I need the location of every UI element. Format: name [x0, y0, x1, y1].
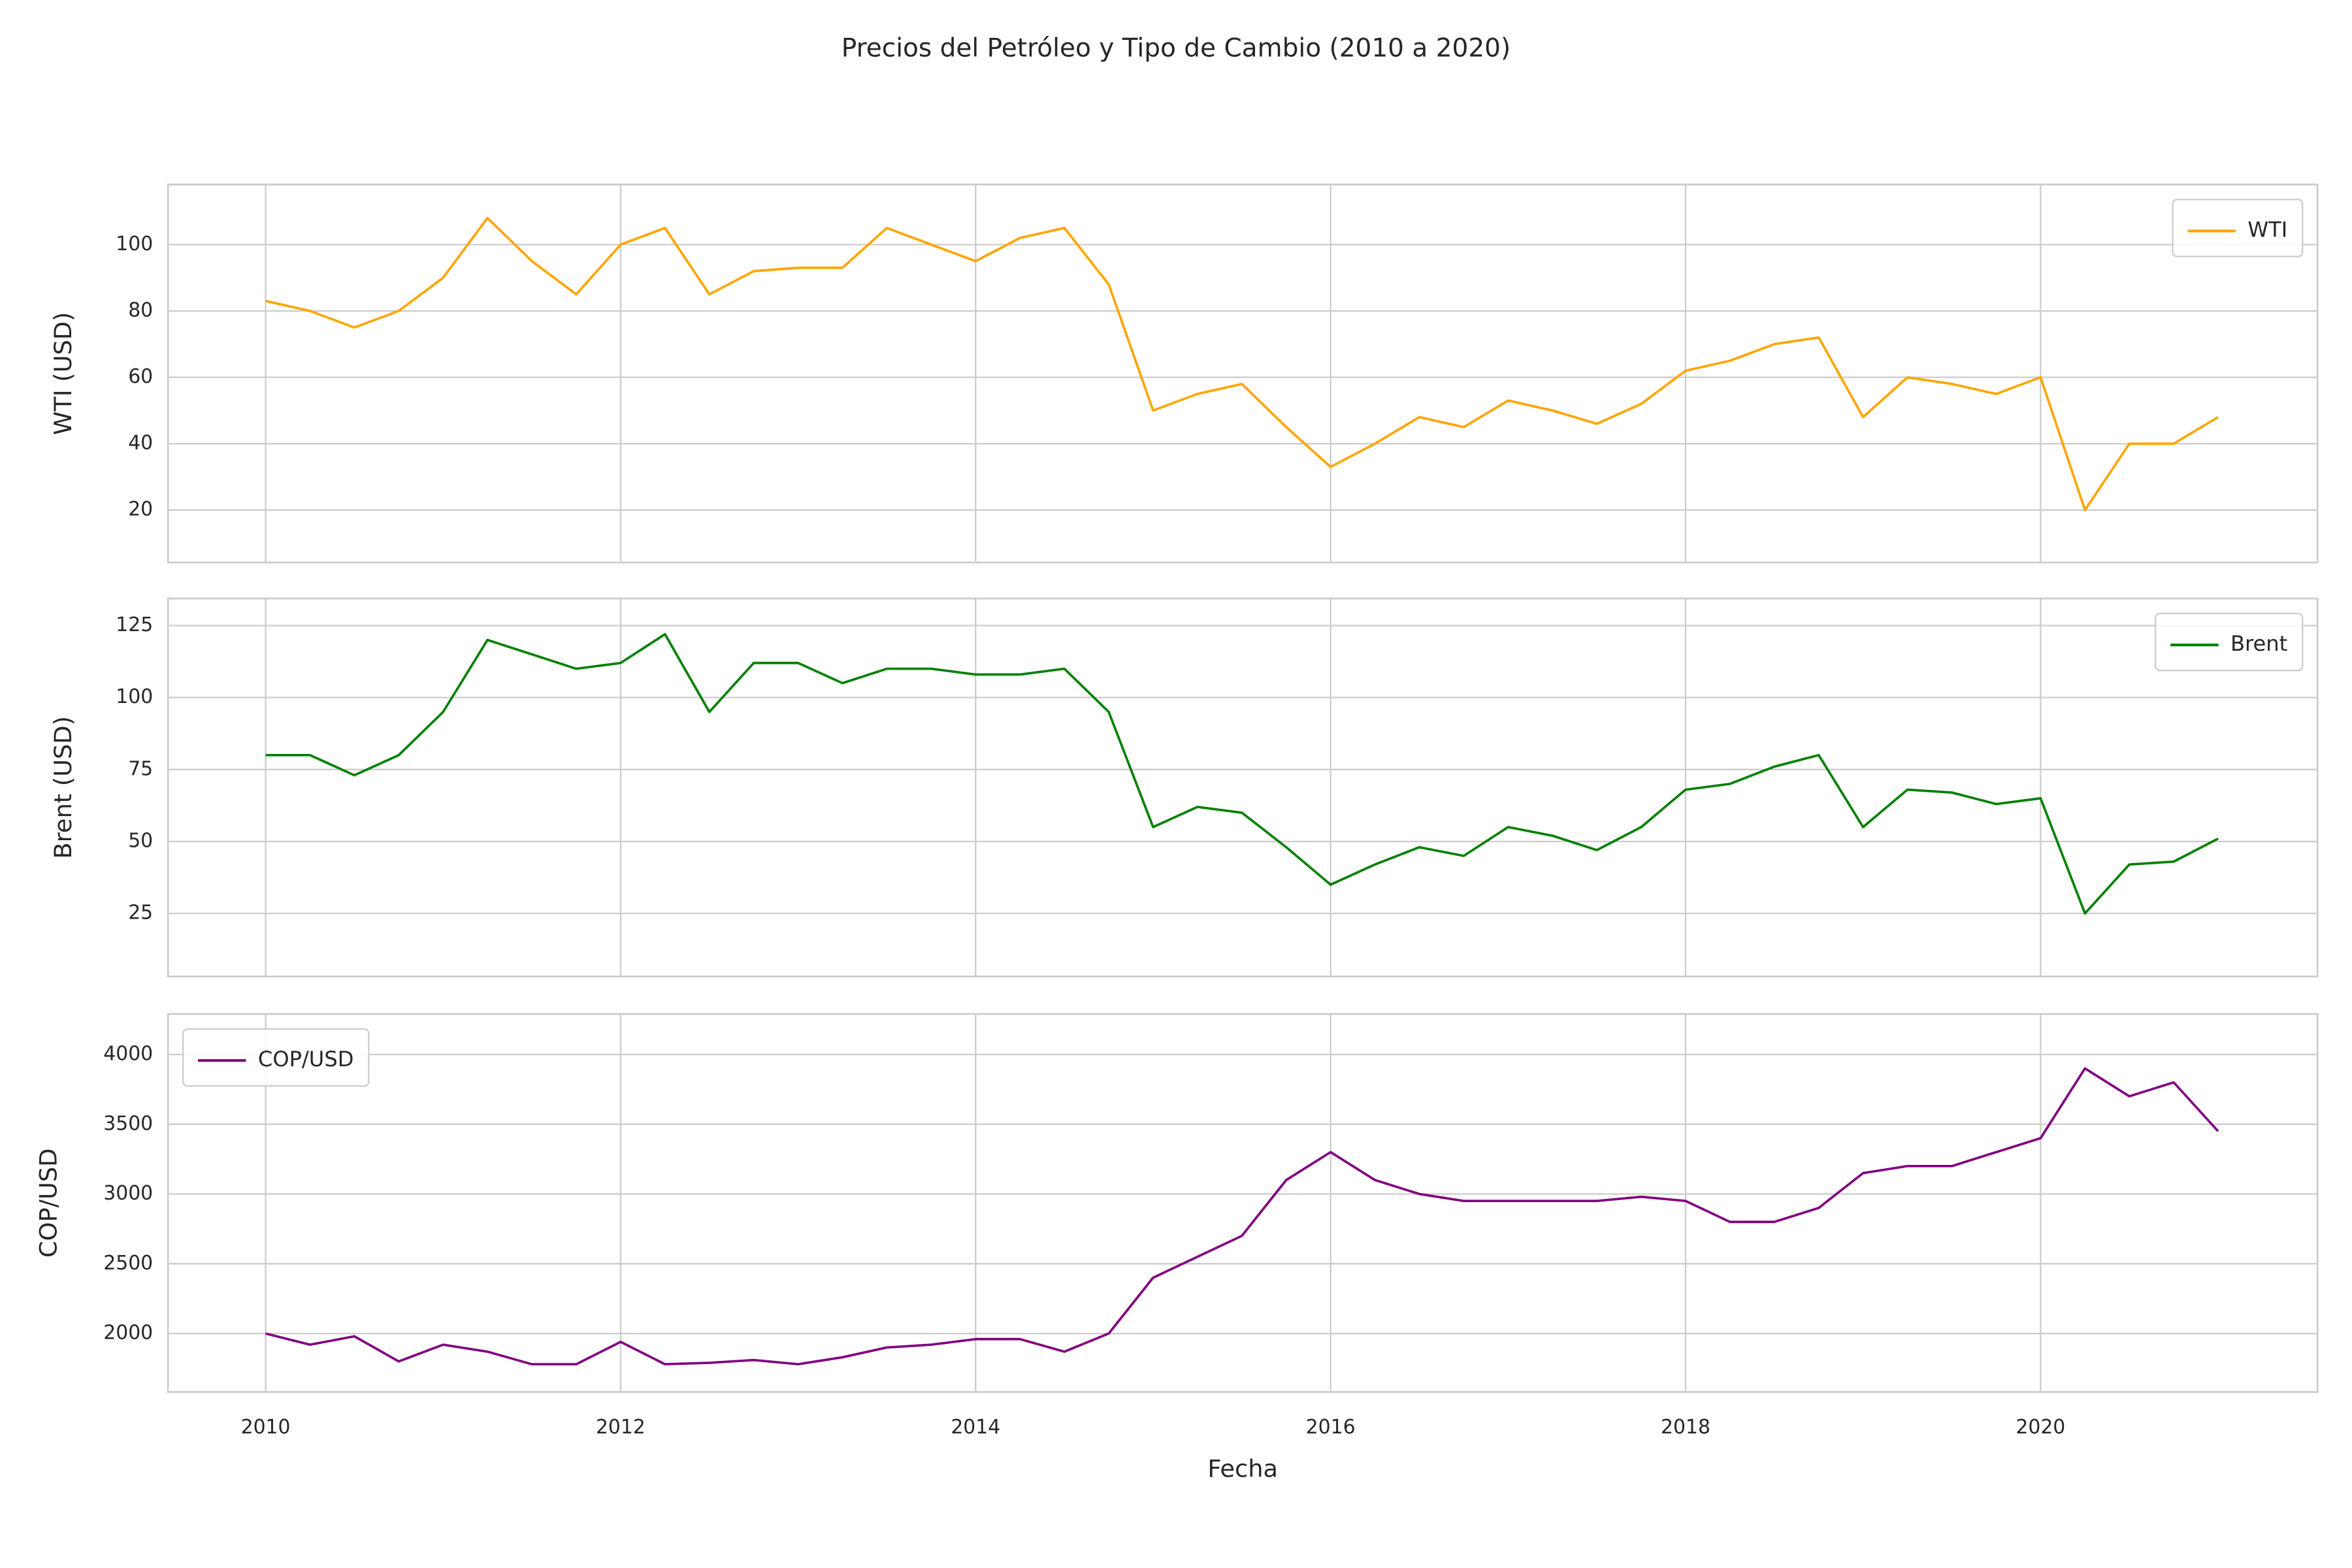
x-tick-label: 2016	[1306, 1416, 1356, 1439]
y-tick-label: 2000	[103, 1322, 153, 1345]
figure-title: Precios del Petróleo y Tipo de Cambio (2…	[841, 33, 1511, 63]
legend-box	[2155, 612, 2304, 672]
y-axis-label: COP/USD	[34, 1149, 62, 1258]
y-tick-label: 4000	[103, 1042, 153, 1065]
subplot: 20 40 60 80 100 WTI (USD) WTI	[49, 184, 2319, 564]
y-tick-label: 100	[116, 685, 153, 708]
y-tick-label: 80	[128, 299, 153, 321]
y-tick-label: 50	[128, 829, 153, 852]
y-tick-label: 3500	[103, 1112, 153, 1135]
y-tick-label: 2500	[103, 1252, 153, 1275]
data-line	[265, 216, 2219, 512]
data-line	[265, 1067, 2219, 1365]
subplot: 25 50 75 100 125 Brent (USD) Brent	[49, 597, 2319, 978]
y-tick-label: 60	[128, 365, 153, 388]
x-tick-label: 2012	[596, 1416, 645, 1439]
x-tick-label: 2018	[1661, 1416, 1710, 1439]
plot-frame	[167, 184, 2319, 564]
plot-frame	[167, 1013, 2319, 1393]
x-tick-label: 2010	[241, 1416, 291, 1439]
legend-label: COP/USD	[258, 1047, 354, 1071]
y-tick-label: 25	[128, 902, 153, 924]
y-tick-label: 40	[128, 432, 153, 455]
legend-box	[2172, 199, 2304, 257]
plot-frame	[167, 597, 2319, 978]
subplot: 2000 2500 3000 3500 4000 2010 2012 2014 2016 2018…	[34, 1013, 2319, 1482]
x-axis-label: Fecha	[1207, 1454, 1278, 1482]
legend-box	[182, 1028, 370, 1087]
y-axis-label: WTI (USD)	[49, 312, 77, 434]
legend: Brent	[2155, 612, 2304, 672]
y-tick-label: 100	[116, 233, 153, 255]
legend: WTI	[2172, 199, 2304, 257]
y-tick-label: 125	[116, 613, 153, 636]
data-line	[265, 632, 2219, 915]
legend-label: Brent	[2230, 631, 2287, 656]
x-tick-label: 2020	[2016, 1416, 2065, 1439]
y-tick-label: 75	[128, 757, 153, 780]
y-tick-label: 20	[128, 498, 153, 521]
figure-body: Precios del Petróleo y Tipo de Cambio (2…	[34, 33, 2319, 1482]
y-axis-label: Brent (USD)	[49, 716, 77, 859]
y-tick-label: 3000	[103, 1182, 153, 1205]
legend: COP/USD	[182, 1028, 370, 1087]
x-tick-label: 2014	[951, 1416, 1000, 1439]
legend-label: WTI	[2247, 218, 2287, 242]
